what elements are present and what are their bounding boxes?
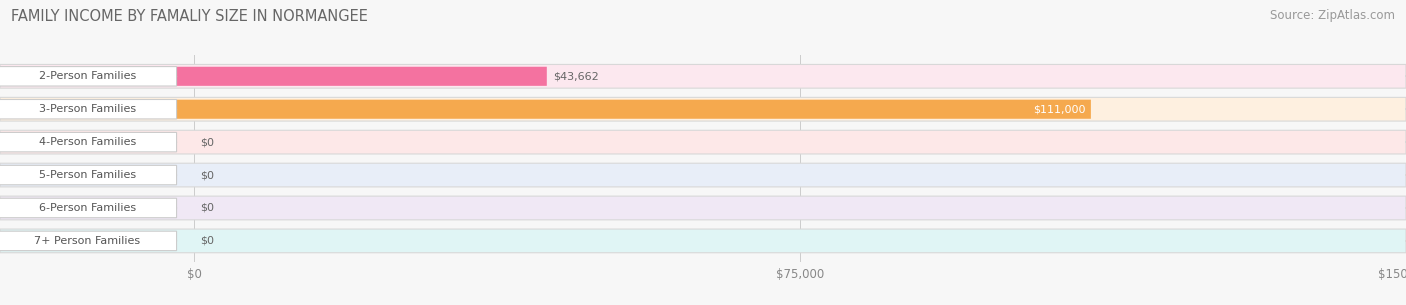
Text: 7+ Person Families: 7+ Person Families [34, 236, 141, 246]
FancyBboxPatch shape [0, 97, 1406, 121]
Text: $0: $0 [200, 170, 214, 180]
Text: 5-Person Families: 5-Person Families [39, 170, 136, 180]
FancyBboxPatch shape [0, 198, 177, 218]
Text: $43,662: $43,662 [553, 71, 599, 81]
Text: 3-Person Families: 3-Person Families [39, 104, 136, 114]
FancyBboxPatch shape [0, 67, 547, 86]
Text: $0: $0 [200, 203, 214, 213]
FancyBboxPatch shape [0, 196, 1406, 220]
FancyBboxPatch shape [0, 132, 177, 152]
FancyBboxPatch shape [0, 163, 1406, 187]
FancyBboxPatch shape [0, 100, 1091, 119]
FancyBboxPatch shape [0, 165, 177, 185]
FancyBboxPatch shape [0, 231, 177, 251]
Text: $111,000: $111,000 [1033, 104, 1085, 114]
Text: 2-Person Families: 2-Person Families [39, 71, 136, 81]
Text: $0: $0 [200, 236, 214, 246]
Text: 4-Person Families: 4-Person Families [39, 137, 136, 147]
Text: FAMILY INCOME BY FAMALIY SIZE IN NORMANGEE: FAMILY INCOME BY FAMALIY SIZE IN NORMANG… [11, 9, 368, 24]
FancyBboxPatch shape [0, 229, 1406, 253]
Text: $0: $0 [200, 137, 214, 147]
Text: Source: ZipAtlas.com: Source: ZipAtlas.com [1270, 9, 1395, 22]
FancyBboxPatch shape [0, 130, 1406, 154]
FancyBboxPatch shape [0, 99, 177, 119]
FancyBboxPatch shape [0, 64, 1406, 88]
FancyBboxPatch shape [0, 66, 177, 86]
Text: 6-Person Families: 6-Person Families [39, 203, 136, 213]
